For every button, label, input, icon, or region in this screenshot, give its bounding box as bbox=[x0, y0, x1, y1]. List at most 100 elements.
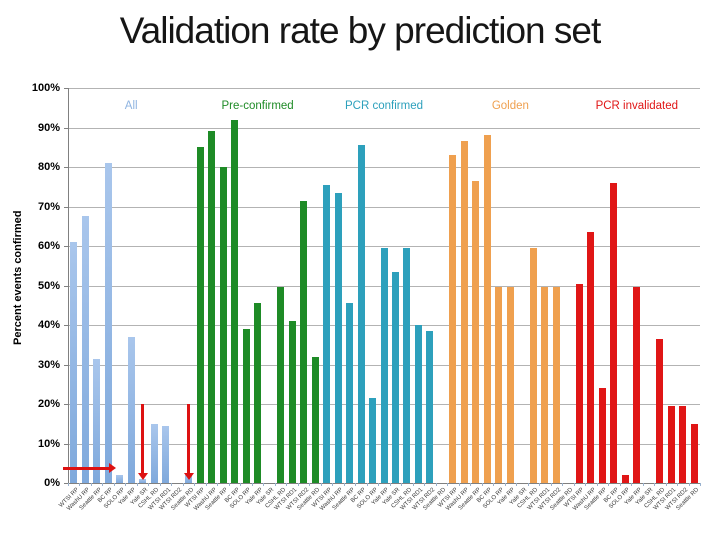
bar bbox=[391, 271, 399, 483]
x-axis-tick bbox=[539, 483, 541, 486]
y-axis-tick bbox=[64, 246, 68, 247]
y-tick-label: 100% bbox=[31, 82, 60, 94]
bar bbox=[460, 141, 468, 483]
x-axis-tick bbox=[217, 483, 219, 486]
bar bbox=[70, 242, 78, 483]
x-axis-tick bbox=[481, 483, 483, 486]
y-axis-tick bbox=[64, 167, 68, 168]
highlight-arrow-down-head-icon bbox=[183, 472, 194, 480]
x-axis-tick bbox=[562, 483, 564, 486]
x-axis-tick bbox=[79, 483, 81, 486]
legend-item-pcr-invalidated: PCR invalidated bbox=[595, 100, 679, 112]
bar bbox=[414, 325, 422, 483]
bar bbox=[369, 398, 376, 483]
y-axis-tick bbox=[64, 206, 68, 208]
x-axis-tick bbox=[286, 483, 288, 486]
x-axis-tick bbox=[125, 483, 127, 486]
x-axis-tick bbox=[332, 483, 334, 486]
bar bbox=[633, 287, 641, 483]
bar bbox=[254, 303, 262, 483]
x-axis-tick bbox=[136, 483, 138, 486]
bar bbox=[679, 405, 687, 483]
gridline bbox=[68, 206, 700, 208]
y-axis-tick bbox=[64, 88, 68, 89]
bar bbox=[472, 180, 480, 483]
gridline bbox=[68, 88, 700, 89]
y-axis-tick bbox=[64, 285, 68, 287]
bar bbox=[506, 287, 514, 483]
x-axis-tick bbox=[401, 483, 403, 486]
x-axis-tick bbox=[585, 483, 587, 486]
x-axis-tick bbox=[68, 483, 69, 486]
y-axis-tick bbox=[64, 364, 68, 366]
x-axis-tick bbox=[516, 483, 518, 486]
bar bbox=[575, 283, 583, 483]
gridline bbox=[68, 246, 700, 247]
bar bbox=[242, 328, 250, 483]
x-axis-tick bbox=[677, 483, 679, 486]
x-axis-tick bbox=[113, 483, 115, 486]
bar bbox=[426, 330, 434, 483]
gridline bbox=[68, 127, 700, 129]
bar bbox=[357, 145, 365, 483]
x-axis-tick bbox=[447, 483, 449, 486]
bar bbox=[552, 287, 560, 483]
bar bbox=[334, 192, 342, 483]
bar bbox=[323, 184, 331, 483]
x-axis-tick bbox=[263, 483, 265, 486]
bar bbox=[380, 247, 388, 483]
x-axis-tick bbox=[159, 483, 161, 486]
x-axis-tick bbox=[251, 483, 253, 486]
bar bbox=[483, 135, 491, 483]
y-tick-label: 40% bbox=[37, 319, 60, 331]
bar bbox=[495, 287, 503, 483]
bar bbox=[656, 338, 664, 483]
x-axis-tick bbox=[274, 483, 276, 486]
bar bbox=[529, 247, 537, 483]
bar bbox=[667, 405, 675, 483]
bar bbox=[219, 167, 227, 483]
y-axis-tick bbox=[64, 483, 68, 484]
x-axis-tick bbox=[90, 483, 92, 486]
x-axis-tick bbox=[171, 483, 173, 486]
x-axis-tick bbox=[688, 483, 690, 486]
legend-item-golden: Golden bbox=[491, 100, 529, 112]
y-axis-tick bbox=[64, 127, 68, 129]
bar bbox=[162, 425, 170, 483]
bar bbox=[139, 479, 147, 483]
x-axis-tick bbox=[700, 483, 701, 486]
x-axis-tick bbox=[619, 483, 621, 486]
bar bbox=[587, 232, 595, 483]
highlight-arrow-right-head-icon bbox=[108, 462, 116, 473]
x-axis-tick bbox=[366, 483, 368, 486]
bar bbox=[598, 388, 606, 483]
highlight-arrow-down-icon bbox=[187, 404, 191, 474]
gridline bbox=[68, 167, 700, 168]
x-axis-tick bbox=[309, 483, 311, 486]
y-tick-label: 30% bbox=[37, 358, 60, 371]
x-axis-tick bbox=[493, 483, 495, 486]
x-axis-tick bbox=[470, 483, 472, 486]
bar bbox=[449, 155, 457, 483]
y-axis-line bbox=[68, 88, 69, 483]
x-axis-tick bbox=[665, 483, 667, 486]
x-axis-tick bbox=[378, 483, 380, 486]
bar bbox=[610, 182, 618, 483]
y-tick-label: 90% bbox=[37, 121, 60, 134]
bar bbox=[208, 131, 216, 483]
bar bbox=[311, 356, 319, 483]
x-axis-tick bbox=[343, 483, 345, 486]
bar bbox=[104, 163, 112, 483]
x-axis-tick bbox=[240, 483, 242, 486]
bar bbox=[150, 423, 158, 483]
y-tick-label: 0% bbox=[44, 477, 60, 489]
highlight-arrow-down-head-icon bbox=[137, 472, 148, 480]
highlight-arrow-down-icon bbox=[141, 404, 145, 474]
bar bbox=[116, 475, 124, 483]
y-axis-title: Percent events confirmed bbox=[12, 210, 24, 345]
bar bbox=[621, 475, 629, 483]
bar bbox=[346, 303, 354, 483]
x-axis-tick bbox=[205, 483, 207, 486]
